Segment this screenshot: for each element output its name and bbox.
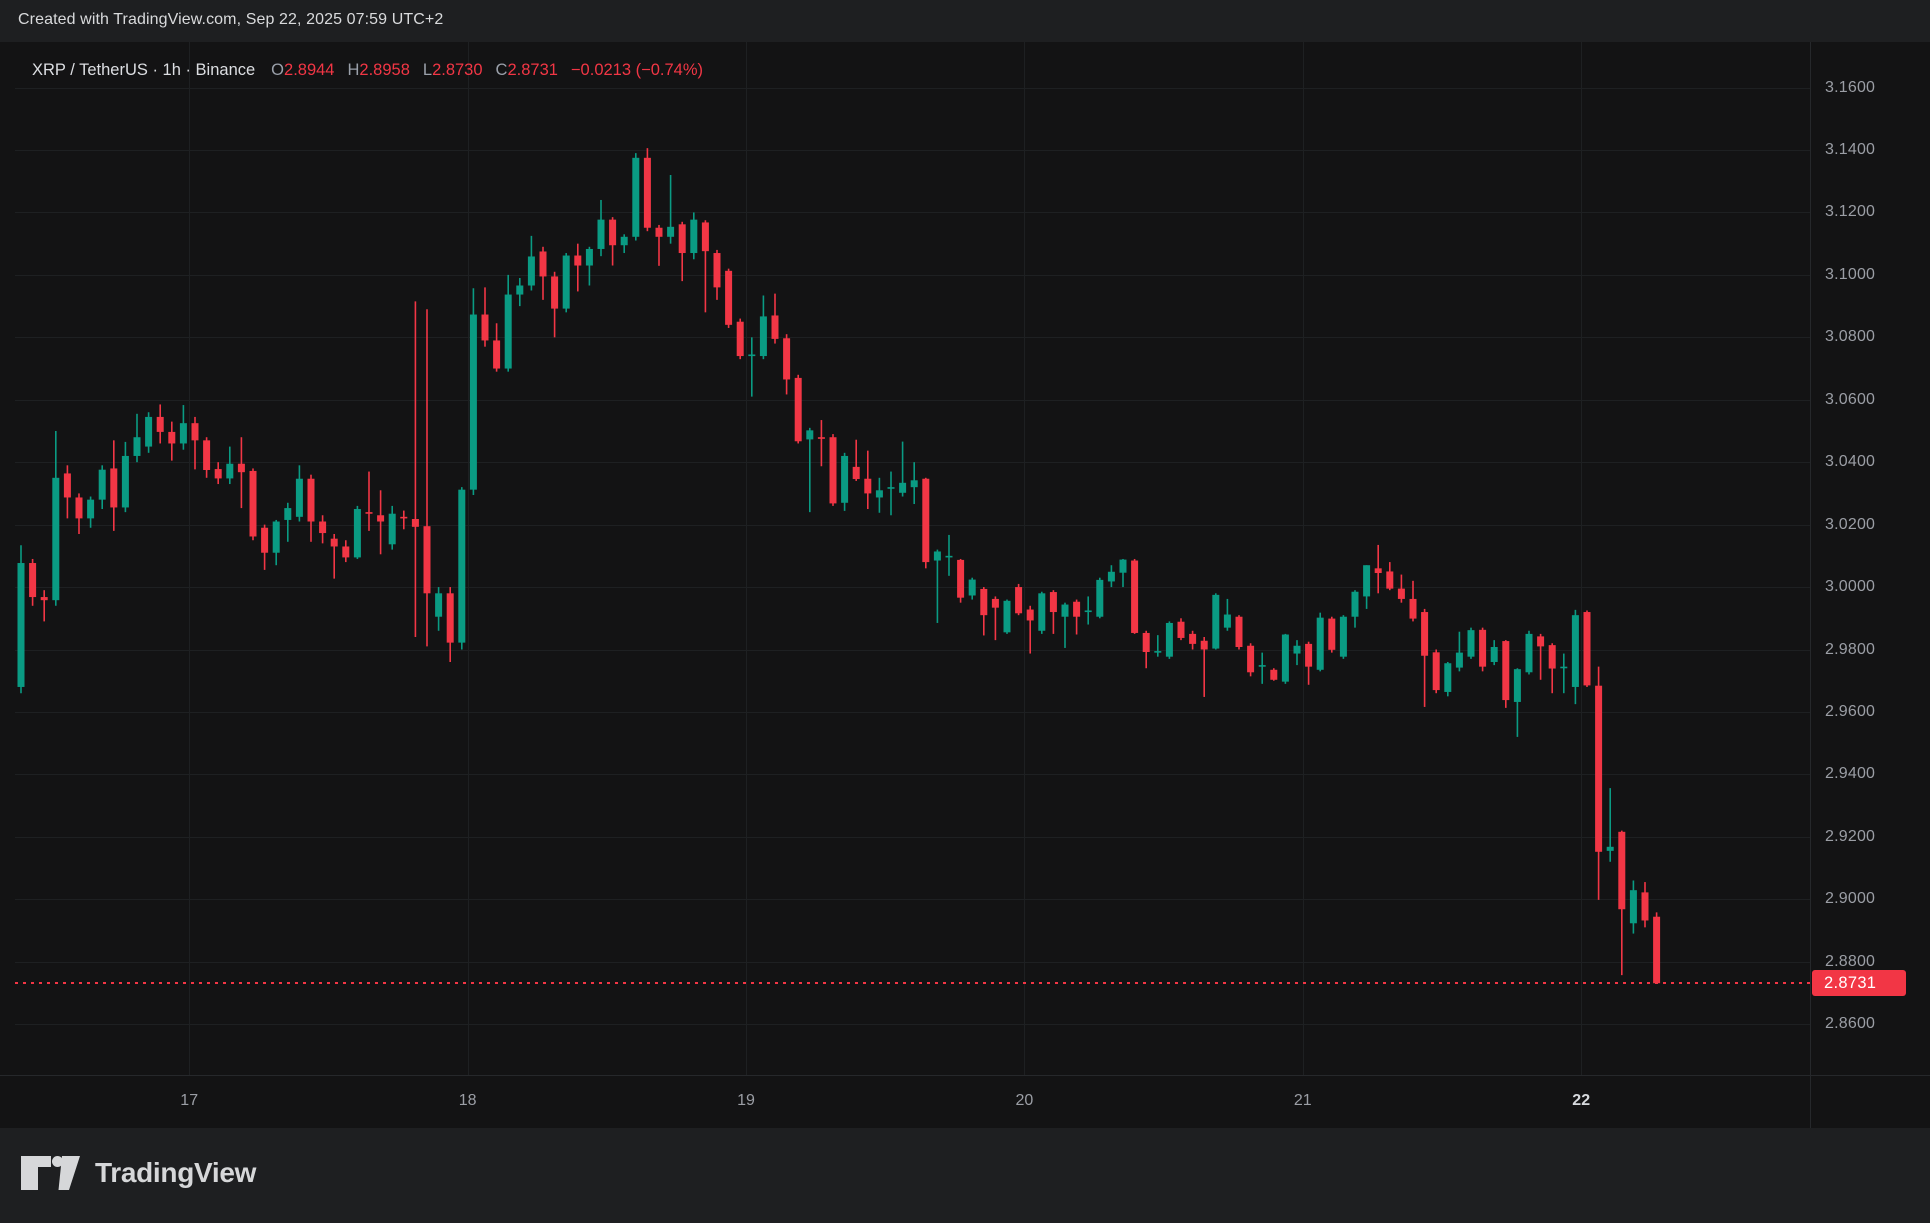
low-value: L2.8730 — [422, 60, 483, 79]
price-gridline — [15, 337, 1810, 339]
time-axis-label-19: 19 — [737, 1092, 755, 1109]
price-axis-label: 3.1400 — [1825, 141, 1876, 158]
symbol-title[interactable]: XRP / TetherUS · 1h · Binance — [32, 60, 256, 79]
tradingview-logo-icon — [21, 1156, 80, 1190]
price-gridline — [15, 899, 1810, 901]
time-gridline — [467, 42, 469, 1075]
chart-panel[interactable]: XRP / TetherUS · 1h · Binance O2.8944 H2… — [0, 42, 1930, 1128]
price-axis-border — [1810, 42, 1811, 1128]
time-axis-label-21: 21 — [1293, 1092, 1312, 1109]
price-axis-label: 2.9600 — [1825, 702, 1876, 720]
time-gridline — [189, 42, 191, 1075]
price-axis-label: 2.9200 — [1825, 827, 1876, 845]
price-axis-label: 3.0400 — [1825, 453, 1876, 471]
price-gridline — [15, 961, 1810, 963]
footer-bar: TradingView — [0, 1128, 1930, 1223]
price-gridline — [15, 87, 1810, 89]
price-gridline — [15, 150, 1810, 151]
price-axis-label: 2.8800 — [1825, 952, 1876, 970]
price-axis-label: 3.0600 — [1825, 390, 1876, 408]
price-gridline — [15, 399, 1810, 401]
price-gridline — [15, 462, 1810, 464]
price-gridline — [15, 274, 1810, 276]
time-gridline — [746, 42, 747, 1075]
snapshot-header-bar: Created with TradingView.com, Sep 22, 20… — [0, 0, 1930, 42]
price-gridline — [15, 711, 1810, 713]
last-price-badge: 2.8731 — [1812, 970, 1906, 997]
tradingview-wordmark: TradingView — [95, 1157, 257, 1188]
price-gridline — [15, 836, 1810, 838]
price-axis-label: 3.1200 — [1825, 203, 1876, 221]
price-axis-label: 2.9800 — [1825, 640, 1876, 658]
price-gridline — [15, 524, 1810, 526]
last-price-line — [15, 982, 1811, 985]
snapshot-attribution-text: Created with TradingView.com, Sep 22, 20… — [18, 11, 444, 28]
price-gridline — [15, 587, 1810, 589]
price-axis-label: 3.1000 — [1825, 265, 1876, 283]
time-gridline — [1302, 42, 1304, 1075]
price-axis-label: 3.0000 — [1825, 578, 1876, 596]
time-axis-label-18: 18 — [458, 1092, 477, 1109]
time-axis-label-22: 22 — [1572, 1092, 1591, 1109]
open-value: O2.8944 — [271, 60, 335, 79]
price-gridline — [15, 212, 1810, 214]
price-gridline — [15, 774, 1810, 776]
candlestick-series[interactable] — [0, 42, 1930, 1128]
price-axis-label: 2.8600 — [1825, 1015, 1876, 1033]
tradingview-brand[interactable]: TradingView — [21, 1155, 256, 1191]
price-axis-label: 2.9000 — [1825, 890, 1876, 908]
price-axis-label: 3.1600 — [1825, 78, 1876, 96]
high-value: H2.8958 — [347, 60, 410, 79]
close-value: C2.8731 — [495, 60, 558, 79]
change-value: −0.0213 (−0.74%) — [570, 60, 704, 79]
time-axis-label-20: 20 — [1015, 1092, 1034, 1109]
price-gridline — [15, 649, 1810, 651]
price-axis-label: 3.0800 — [1825, 328, 1876, 346]
time-gridline — [1024, 42, 1026, 1075]
price-axis-label: 2.9400 — [1825, 765, 1876, 783]
time-axis-label-17: 17 — [180, 1092, 199, 1109]
time-gridline — [1581, 42, 1583, 1075]
price-gridline — [15, 1024, 1810, 1026]
chart-legend[interactable]: XRP / TetherUS · 1h · Binance O2.8944 H2… — [32, 59, 703, 81]
price-axis-label: 3.0200 — [1825, 515, 1876, 533]
time-axis-border — [0, 1075, 1930, 1076]
